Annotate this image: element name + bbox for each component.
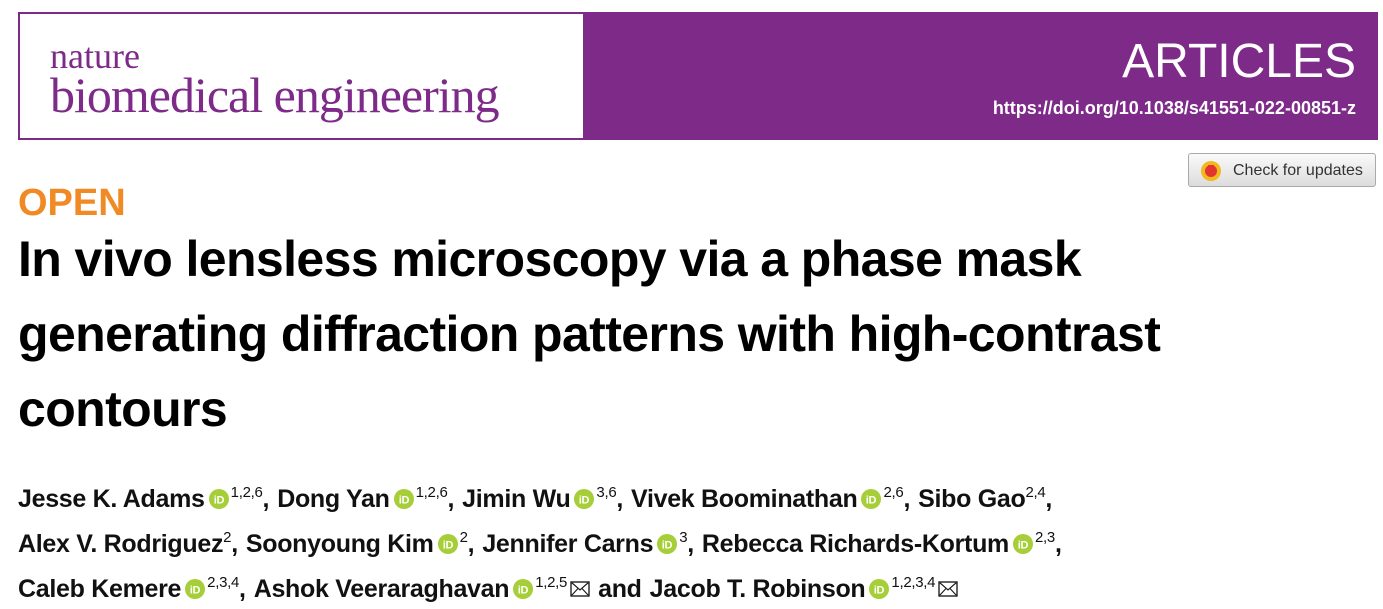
check-updates-text: Check for updates (1233, 162, 1363, 179)
email-icon[interactable] (938, 568, 958, 609)
svg-text:iD: iD (579, 495, 590, 507)
affiliations: 2,4 (1025, 484, 1046, 501)
svg-text:iD: iD (866, 495, 877, 507)
orcid-icon[interactable]: iD (869, 570, 890, 609)
separator: , (616, 485, 624, 513)
affiliations: 2 (459, 529, 468, 546)
orcid-icon[interactable]: iD (861, 480, 882, 523)
separator: , (1054, 530, 1062, 558)
title-line: contours (18, 381, 228, 437)
separator: , (262, 485, 270, 513)
journal-logo[interactable]: nature biomedical engineering (20, 14, 583, 138)
svg-text:iD: iD (213, 495, 224, 507)
separator: , (239, 575, 246, 603)
author-name[interactable]: Ashok Veeraraghavan (253, 575, 510, 603)
author-name[interactable]: Caleb Kemere (18, 575, 182, 603)
author-name[interactable]: Rebecca Richards-Kortum (701, 530, 1009, 558)
orcid-icon[interactable]: iD (437, 525, 458, 568)
author-list: Jesse K. Adams iD 1,2,6, Dong Yan iD 1,2,6, Ji… (18, 478, 1070, 609)
affiliations: 2,3 (1034, 529, 1055, 546)
separator: and (598, 575, 642, 603)
check-updates-button[interactable]: Check for updates (1188, 153, 1376, 187)
author-name[interactable]: Alex V. Rodriguez (18, 530, 224, 558)
affiliations: 1,2,6 (415, 484, 448, 501)
affiliations: 1,2,5 (535, 574, 568, 591)
orcid-icon[interactable]: iD (393, 480, 414, 523)
svg-text:iD: iD (442, 540, 453, 552)
separator: , (447, 485, 455, 513)
affiliations: 2 (223, 529, 232, 546)
orcid-icon[interactable]: iD (185, 570, 206, 609)
author-line: Caleb Kemere iD 2,3,4, Ashok Veeraraghavan i… (18, 568, 1070, 609)
affiliations: 3 (679, 529, 688, 546)
title-line: In vivo lensless microscopy via a phase … (18, 231, 1082, 287)
journal-top: nature (50, 36, 140, 76)
author-name[interactable]: Vivek Boominathan (631, 485, 858, 513)
section-label: ARTICLES (1122, 35, 1356, 88)
svg-text:iD: iD (398, 495, 409, 507)
doi-link[interactable]: https://doi.org/10.1038/s41551-022-00851… (992, 98, 1356, 118)
separator: , (1045, 485, 1053, 513)
journal-name: biomedical engineering (50, 67, 500, 123)
journal-banner: nature biomedical engineering ARTICLES h… (18, 12, 1378, 140)
author-name[interactable]: Jesse K. Adams (18, 485, 205, 513)
author-line: Alex V. Rodriguez2, Soonyoung Kim iD 2, Jenn… (18, 523, 1070, 568)
affiliations: 2,6 (883, 484, 904, 501)
svg-text:iD: iD (662, 540, 673, 552)
separator: , (903, 485, 911, 513)
article-title: In vivo lensless microscopy via a phase … (18, 222, 1161, 447)
affiliations: 1,2,3,4 (891, 574, 936, 591)
svg-text:iD: iD (518, 585, 529, 597)
update-icon (1201, 161, 1221, 181)
affiliations: 1,2,6 (230, 484, 263, 501)
author-name[interactable]: Jennifer Carns (482, 530, 654, 558)
orcid-icon[interactable]: iD (574, 480, 595, 523)
author-name[interactable]: Dong Yan (277, 485, 390, 513)
author-line: Jesse K. Adams iD 1,2,6, Dong Yan iD 1,2,6, Ji… (18, 478, 1070, 523)
author-name[interactable]: Sibo Gao (918, 485, 1026, 513)
svg-text:iD: iD (1018, 540, 1029, 552)
separator: , (687, 530, 694, 558)
open-access-label: OPEN (18, 182, 126, 224)
orcid-icon[interactable]: iD (657, 525, 678, 568)
email-icon[interactable] (570, 568, 590, 609)
title-line: generating diffraction patterns with hig… (18, 306, 1161, 362)
orcid-icon[interactable]: iD (1012, 525, 1033, 568)
svg-text:iD: iD (874, 585, 885, 597)
svg-text:iD: iD (190, 585, 201, 597)
affiliations: 2,3,4 (207, 574, 240, 591)
affiliations: 3,6 (596, 484, 617, 501)
author-name[interactable]: Jacob T. Robinson (649, 575, 866, 603)
orcid-icon[interactable]: iD (208, 480, 229, 523)
separator: , (231, 530, 238, 558)
author-name[interactable]: Soonyoung Kim (245, 530, 434, 558)
author-name[interactable]: Jimin Wu (462, 485, 571, 513)
separator: , (467, 530, 475, 558)
orcid-icon[interactable]: iD (513, 570, 534, 609)
